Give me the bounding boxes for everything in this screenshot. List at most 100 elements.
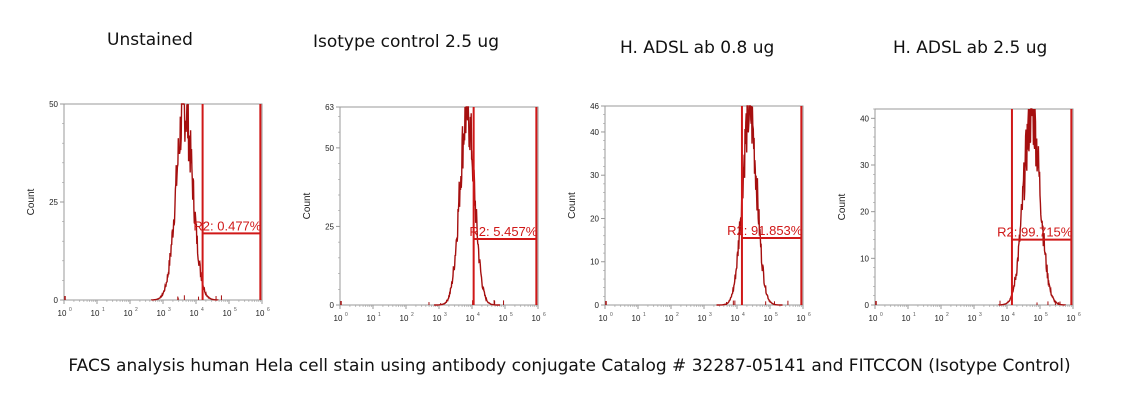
svg-text:4: 4	[201, 307, 204, 313]
x-tick-label: 10	[223, 309, 232, 318]
x-tick-label: 10	[334, 314, 343, 323]
plot-frame	[63, 103, 263, 301]
x-tick-label: 10	[367, 314, 376, 323]
x-tick-label: 10	[665, 314, 674, 323]
plot-frame	[604, 105, 804, 306]
x-tick-label: 10	[190, 309, 199, 318]
y-tick-label: 40	[860, 114, 869, 123]
x-tick-label: 10	[91, 309, 100, 318]
y-axis-label: Count	[567, 192, 578, 219]
x-tick-label: 10	[764, 314, 773, 323]
svg-text:6: 6	[543, 312, 546, 318]
y-tick-label: 0	[865, 301, 870, 310]
y-tick-label: 10	[860, 254, 869, 263]
panel-title: H. ADSL ab 0.8 ug	[620, 38, 775, 58]
plot-frame	[339, 106, 539, 306]
svg-text:5: 5	[1045, 312, 1048, 318]
svg-text:0: 0	[880, 312, 883, 318]
plot-frame	[874, 108, 1074, 306]
y-tick-label: 0	[330, 301, 335, 310]
figure-caption: FACS analysis human Hela cell stain usin…	[68, 356, 1071, 376]
panel-title: H. ADSL ab 2.5 ug	[893, 38, 1048, 58]
gate-label: R2: 91.853%	[727, 223, 803, 238]
y-axis-label: Count	[26, 188, 37, 215]
x-tick-label: 10	[256, 309, 265, 318]
gate-label: R2: 99.715%	[997, 225, 1073, 240]
svg-text:1: 1	[913, 312, 916, 318]
y-tick-label: 50	[325, 144, 334, 153]
x-tick-label: 10	[902, 314, 911, 323]
y-axis-label: Count	[302, 192, 313, 219]
gate-r2: R2: 5.457%	[469, 107, 538, 305]
x-tick-label: 10	[797, 314, 806, 323]
svg-text:0: 0	[345, 312, 348, 318]
svg-text:1: 1	[643, 312, 646, 318]
x-tick-label: 10	[632, 314, 641, 323]
y-tick-label: 10	[590, 258, 599, 267]
svg-text:1: 1	[102, 307, 105, 313]
gate-r2: R2: 99.715%	[997, 109, 1073, 305]
svg-text:3: 3	[709, 312, 712, 318]
panel-title: Unstained	[107, 30, 193, 50]
histogram-curve	[716, 105, 783, 306]
y-tick-label: 30	[590, 171, 599, 180]
x-tick-label: 10	[532, 314, 541, 323]
x-tick-label: 10	[731, 314, 740, 323]
gate-label: R2: 0.477%	[193, 218, 261, 233]
x-tick-label: 10	[935, 314, 944, 323]
gate-label: R2: 5.457%	[469, 224, 537, 239]
x-tick-label: 10	[869, 314, 878, 323]
svg-text:0: 0	[610, 312, 613, 318]
histogram-curve	[434, 106, 501, 306]
svg-text:4: 4	[742, 312, 745, 318]
svg-text:0: 0	[69, 307, 72, 313]
histogram-curve	[998, 108, 1066, 306]
svg-text:3: 3	[168, 307, 171, 313]
gate-r2: R2: 0.477%	[193, 104, 262, 300]
x-tick-label: 10	[1001, 314, 1010, 323]
svg-text:2: 2	[676, 312, 679, 318]
y-tick-label: 25	[49, 198, 58, 207]
gate-r2: R2: 91.853%	[727, 106, 803, 305]
svg-text:4: 4	[1012, 312, 1015, 318]
y-tick-label: 30	[860, 161, 869, 170]
y-tick-label: 40	[590, 128, 599, 137]
x-tick-label: 10	[58, 309, 67, 318]
x-tick-label: 10	[968, 314, 977, 323]
svg-text:1: 1	[378, 312, 381, 318]
panel-title: Isotype control 2.5 ug	[313, 32, 499, 52]
svg-text:3: 3	[444, 312, 447, 318]
x-tick-label: 10	[400, 314, 409, 323]
y-tick-label: 63	[325, 103, 334, 112]
svg-text:5: 5	[234, 307, 237, 313]
svg-text:3: 3	[979, 312, 982, 318]
svg-text:6: 6	[1078, 312, 1081, 318]
svg-text:5: 5	[775, 312, 778, 318]
svg-text:2: 2	[946, 312, 949, 318]
y-tick-label: 25	[325, 222, 334, 231]
histogram-curve	[150, 103, 219, 301]
svg-text:4: 4	[477, 312, 480, 318]
x-tick-label: 10	[1067, 314, 1076, 323]
svg-text:6: 6	[808, 312, 811, 318]
x-tick-label: 10	[698, 314, 707, 323]
y-tick-label: 0	[595, 301, 600, 310]
y-tick-label: 46	[590, 102, 599, 111]
x-tick-label: 10	[466, 314, 475, 323]
x-tick-label: 10	[1034, 314, 1043, 323]
x-tick-label: 10	[124, 309, 133, 318]
y-tick-label: 20	[590, 214, 599, 223]
svg-text:2: 2	[411, 312, 414, 318]
svg-text:6: 6	[267, 307, 270, 313]
y-tick-label: 50	[49, 100, 58, 109]
svg-text:2: 2	[135, 307, 138, 313]
y-tick-label: 0	[54, 296, 59, 305]
svg-text:5: 5	[510, 312, 513, 318]
y-axis-label: Count	[837, 193, 848, 220]
y-tick-label: 20	[860, 208, 869, 217]
x-tick-label: 10	[599, 314, 608, 323]
